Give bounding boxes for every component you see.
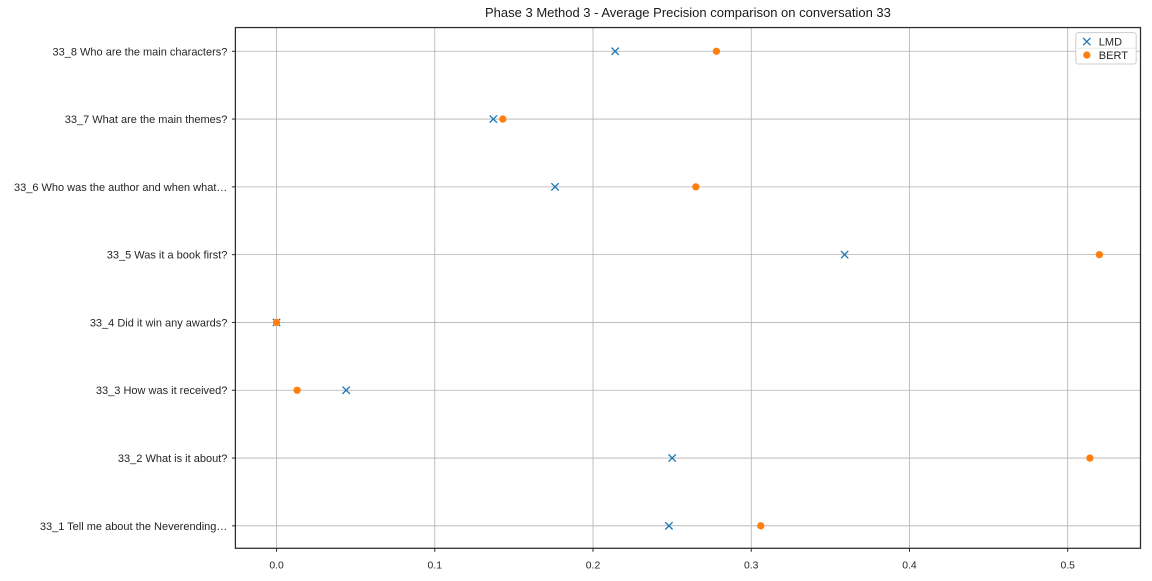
svg-text:33_1 Tell me about the Neveren: 33_1 Tell me about the Neverending… [40,521,228,533]
svg-text:33_4 Did it win any awards?: 33_4 Did it win any awards? [90,317,228,329]
svg-text:33_7 What are the main themes?: 33_7 What are the main themes? [65,114,228,126]
svg-text:0.3: 0.3 [744,560,759,571]
svg-text:Phase 3 Method 3 - Average Pre: Phase 3 Method 3 - Average Precision com… [485,5,891,20]
svg-text:0.5: 0.5 [1060,560,1075,571]
svg-text:33_6 Who was the author and wh: 33_6 Who was the author and when what… [14,182,227,194]
svg-text:0.2: 0.2 [586,560,601,571]
svg-text:LMD: LMD [1099,37,1122,49]
svg-text:0.1: 0.1 [428,560,443,571]
svg-text:33_3 How was it received?: 33_3 How was it received? [96,385,227,397]
svg-text:BERT: BERT [1099,50,1128,62]
svg-text:0.4: 0.4 [902,560,917,571]
svg-text:0.0: 0.0 [269,560,284,571]
svg-text:33_8 Who are the main characte: 33_8 Who are the main characters? [53,46,228,58]
svg-text:33_2 What is it about?: 33_2 What is it about? [118,453,227,465]
svg-text:33_5 Was it a book first?: 33_5 Was it a book first? [107,250,228,262]
